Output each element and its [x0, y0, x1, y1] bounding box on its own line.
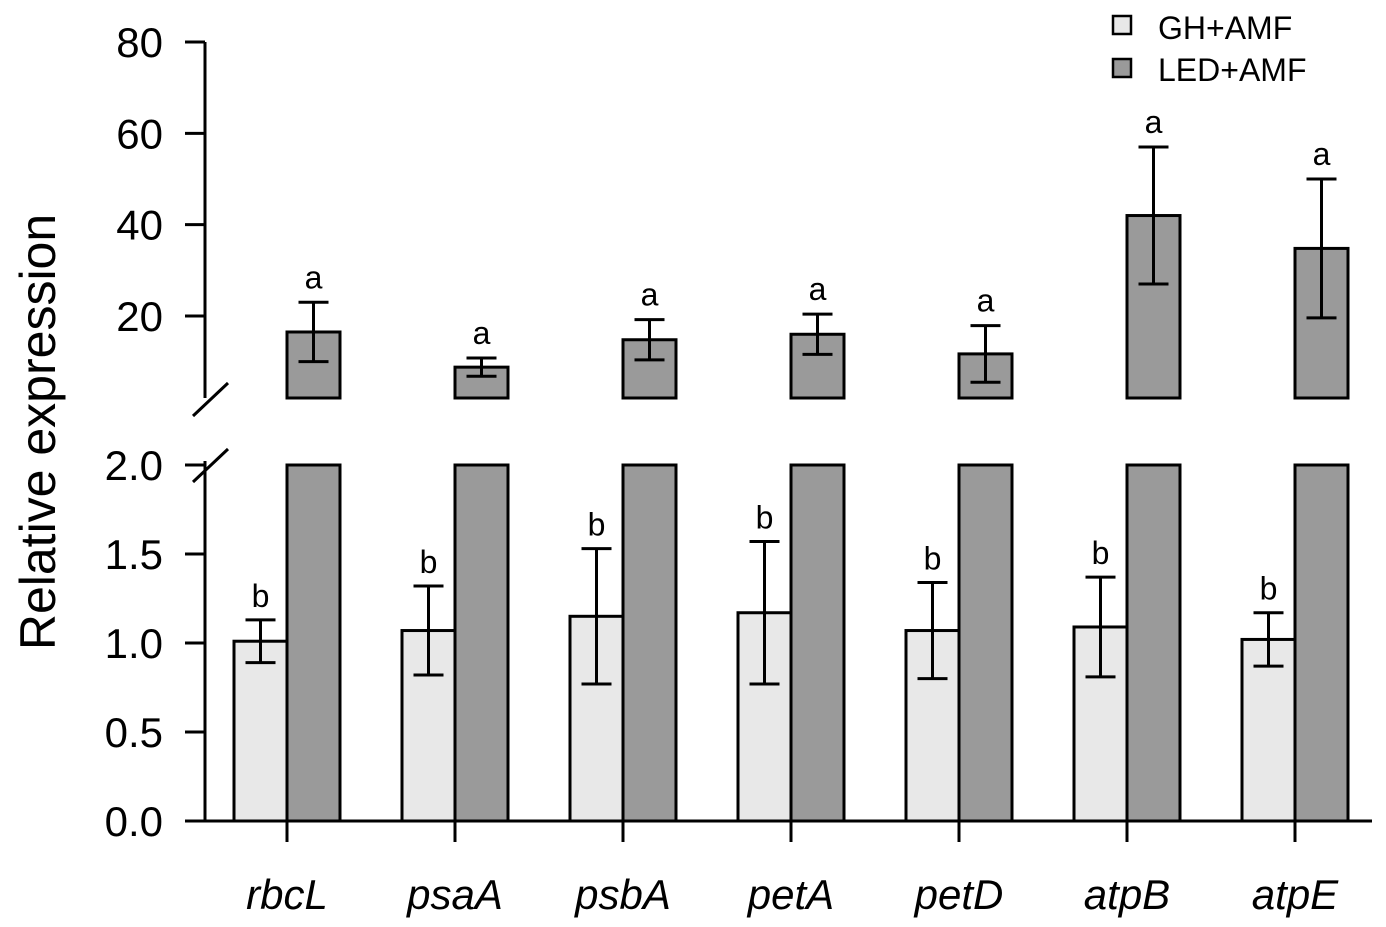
significance-letter-led-amf: a	[305, 259, 323, 295]
y-tick-label-upper: 20	[116, 293, 163, 340]
significance-letter-led-amf: a	[809, 271, 827, 307]
axis-break-mark-lower	[191, 447, 230, 484]
significance-letter-led-amf: a	[1313, 136, 1331, 172]
legend-swatch-gh-amf	[1111, 14, 1133, 36]
bar-led-amf-lower	[285, 463, 342, 823]
bar-led-amf-lower	[621, 463, 678, 823]
legend-swatch-led-amf	[1111, 57, 1133, 79]
legend-label-led-amf: LED+AMF	[1158, 52, 1306, 88]
significance-letter-gh-amf: b	[252, 578, 270, 614]
x-tick-label: petD	[913, 871, 1004, 918]
significance-letter-led-amf: a	[1145, 104, 1163, 140]
bar-led-amf-lower	[453, 463, 510, 823]
significance-letter-gh-amf: b	[1260, 571, 1278, 607]
y-tick-label-lower: 0.0	[105, 798, 163, 845]
x-tick-label: psbA	[573, 871, 671, 918]
y-tick-label-lower: 0.5	[105, 709, 163, 756]
x-tick-label: rbcL	[246, 871, 328, 918]
x-tick-label: petA	[746, 871, 834, 918]
y-tick-label-lower: 1.0	[105, 620, 163, 667]
y-axis-label: Relative expression	[10, 214, 66, 650]
significance-letter-led-amf: a	[977, 283, 995, 319]
bar-gh-amf	[232, 639, 289, 823]
y-tick-label-upper: 80	[116, 19, 163, 66]
x-tick-label: atpB	[1084, 871, 1170, 918]
bar-led-amf-lower	[789, 463, 846, 823]
x-tick-label: atpE	[1252, 871, 1339, 918]
significance-letter-led-amf: a	[473, 315, 491, 351]
legend-label-gh-amf: GH+AMF	[1158, 10, 1292, 46]
significance-letter-gh-amf: b	[420, 544, 438, 580]
significance-letter-gh-amf: b	[924, 540, 942, 576]
y-tick-label-upper: 60	[116, 110, 163, 157]
significance-letter-gh-amf: b	[588, 507, 606, 543]
bar-led-amf-lower	[957, 463, 1014, 823]
bar-gh-amf	[1240, 637, 1297, 823]
bar-led-amf-lower	[1125, 463, 1182, 823]
y-tick-label-lower: 2.0	[105, 442, 163, 489]
significance-letter-led-amf: a	[641, 277, 659, 313]
significance-letter-gh-amf: b	[1092, 535, 1110, 571]
plot-area: 20 40 60 80 0.0 0.5 1.0 1.5 2.0 rbcL b a psaA b a psbA b…	[105, 19, 1372, 918]
axis-break-mark-upper	[191, 381, 230, 418]
x-tick-label: psaA	[405, 871, 503, 918]
significance-letter-gh-amf: b	[756, 500, 774, 536]
y-tick-label-lower: 1.5	[105, 531, 163, 578]
y-tick-label-upper: 40	[116, 202, 163, 249]
bar-led-amf-lower	[1293, 463, 1350, 823]
legend: GH+AMF LED+AMF	[1111, 10, 1306, 88]
